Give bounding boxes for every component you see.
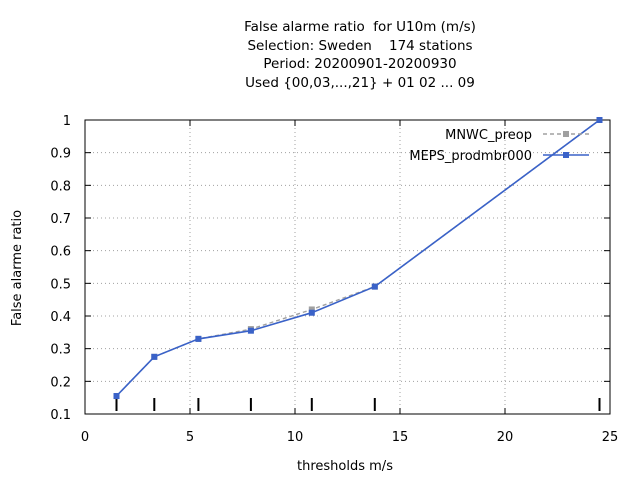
y-tick-label: 0.2 xyxy=(50,375,71,390)
data-point xyxy=(596,117,603,123)
threshold-markers xyxy=(115,398,601,411)
data-point xyxy=(113,393,120,400)
y-tick-label: 0.4 xyxy=(50,310,71,325)
y-tick-label: 0.6 xyxy=(50,245,71,260)
data-point xyxy=(151,353,158,360)
axes: 0.10.20.30.40.50.60.70.80.910 5 10 15 20 25 xyxy=(50,114,618,445)
legend-marker xyxy=(563,152,569,158)
y-tick-label: 1 xyxy=(63,114,71,129)
data-point xyxy=(371,283,378,290)
legend-marker xyxy=(563,131,569,137)
x-tick-label: 0 xyxy=(81,430,89,445)
data-point xyxy=(195,335,202,342)
y-tick-label: 0.8 xyxy=(50,179,71,194)
data-point xyxy=(308,306,315,313)
y-axis-label: False alarme ratio xyxy=(10,210,25,326)
x-tick-label: 5 xyxy=(186,430,194,445)
y-tick-label: 0.5 xyxy=(50,277,71,292)
title-line-2: Selection: Sweden 174 stations xyxy=(247,37,473,54)
x-tick-label: 20 xyxy=(497,430,514,445)
legend-label: MEPS_prodmbr000 xyxy=(409,149,532,164)
chart-title: False alarme ratio for U10m (m/s) Select… xyxy=(0,18,640,92)
x-tick-label: 15 xyxy=(392,430,409,445)
plot-frame xyxy=(84,119,611,415)
series-layer xyxy=(113,117,603,400)
x-tick-label: 10 xyxy=(287,430,304,445)
title-line-1: False alarme ratio for U10m (m/s) xyxy=(244,19,476,35)
x-axis-label: thresholds m/s xyxy=(297,459,393,474)
legend-label: MNWC_preop xyxy=(445,128,532,143)
data-point xyxy=(247,327,254,334)
y-tick-label: 0.3 xyxy=(50,343,71,358)
legend: MNWC_preop MEPS_prodmbr000 xyxy=(409,128,589,164)
y-tick-label: 0.1 xyxy=(50,408,71,423)
x-tick-label: 25 xyxy=(602,430,619,445)
data-point xyxy=(308,309,315,316)
y-tick-label: 0.9 xyxy=(50,147,71,162)
y-tick-label: 0.7 xyxy=(50,212,71,227)
title-line-3: Period: 20200901-20200930 xyxy=(263,56,457,72)
grid xyxy=(85,120,610,414)
title-line-4: Used {00,03,...,21} + 01 02 ... 09 xyxy=(245,74,475,91)
